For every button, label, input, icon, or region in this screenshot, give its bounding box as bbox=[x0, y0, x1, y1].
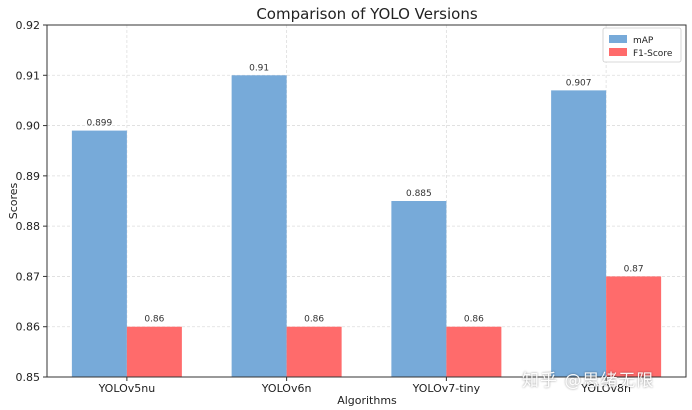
x-axis-label: Algorithms bbox=[337, 394, 397, 407]
legend-label: F1-Score bbox=[633, 49, 673, 59]
bar-f1-score bbox=[606, 276, 662, 377]
bar-map bbox=[71, 130, 127, 377]
legend-swatch bbox=[609, 48, 627, 56]
y-tick-label: 0.87 bbox=[16, 270, 41, 283]
plot-frame bbox=[46, 24, 687, 378]
x-tick-label: YOLOv6n bbox=[261, 382, 312, 395]
chart-title: Comparison of YOLO Versions bbox=[256, 5, 478, 23]
bar-map bbox=[391, 201, 447, 377]
bar-value-label: 0.885 bbox=[406, 189, 432, 199]
y-tick-label: 0.89 bbox=[16, 170, 41, 183]
bar-value-label: 0.91 bbox=[249, 63, 269, 73]
y-axis-label: Scores bbox=[7, 182, 20, 219]
bar-value-label: 0.86 bbox=[144, 315, 164, 325]
y-tick-label: 0.90 bbox=[16, 120, 41, 133]
bar-f1-score bbox=[286, 326, 342, 377]
bar-value-label: 0.907 bbox=[566, 78, 592, 88]
bar-value-label: 0.86 bbox=[464, 315, 484, 325]
y-tick-label: 0.91 bbox=[16, 69, 41, 82]
y-tick-label: 0.85 bbox=[16, 371, 41, 384]
y-tick-label: 0.88 bbox=[16, 220, 41, 233]
legend-label: mAP bbox=[633, 36, 654, 46]
y-tick-label: 0.92 bbox=[16, 19, 41, 32]
x-tick-label: YOLOv8n bbox=[580, 382, 631, 395]
watermark-text: 知乎 @思绪无限 bbox=[522, 371, 655, 391]
bar-map bbox=[231, 75, 287, 378]
y-tick-label: 0.86 bbox=[16, 321, 41, 334]
bar-f1-score bbox=[446, 326, 502, 377]
x-tick-label: YOLOv7-tiny bbox=[412, 382, 481, 395]
bar-map bbox=[551, 90, 607, 377]
bar-f1-score bbox=[126, 326, 182, 377]
bar-value-label: 0.86 bbox=[304, 315, 324, 325]
bar-value-label: 0.899 bbox=[86, 119, 112, 129]
bar-value-label: 0.87 bbox=[624, 264, 644, 274]
legend-swatch bbox=[609, 35, 627, 43]
x-tick-label: YOLOv5nu bbox=[98, 382, 156, 395]
